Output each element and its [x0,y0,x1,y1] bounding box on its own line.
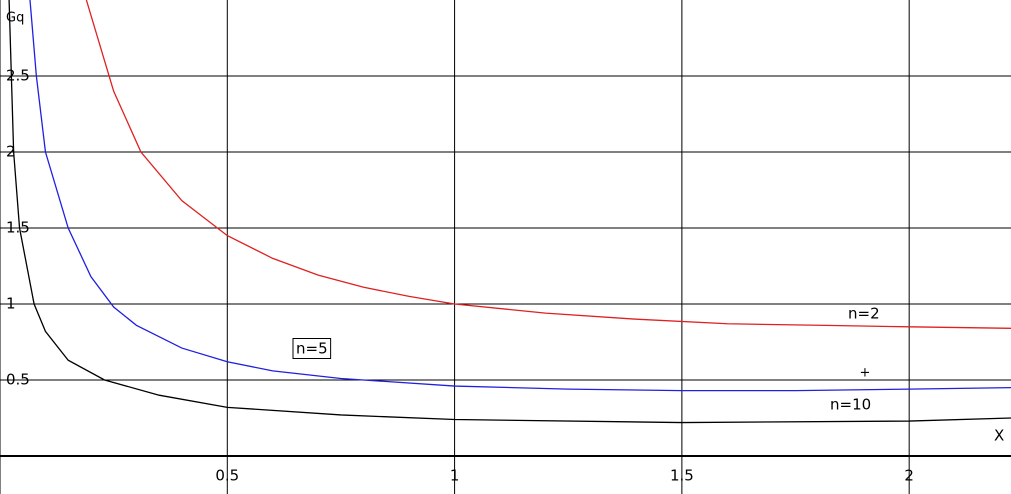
series-label: n=5 [296,340,328,358]
y-tick-label: 0.5 [6,371,30,389]
x-axis-label: X [994,427,1004,445]
y-tick-label: 2 [6,143,16,161]
x-tick-label: 2 [904,467,914,485]
curve [29,0,1011,392]
y-tick-label: 1 [6,295,16,313]
y-tick-label: 1.5 [6,219,30,237]
x-tick-label: 1 [450,467,460,485]
annotation: + [860,366,871,381]
y-axis-label: Gq [6,11,24,26]
x-tick-label: 1.5 [670,467,694,485]
series-label: n=2 [848,305,880,323]
curve [8,0,1011,424]
y-tick-label: 2.5 [6,67,30,85]
series-label: n=10 [830,396,871,414]
label-box [292,338,332,359]
x-tick-label: 0.5 [215,467,239,485]
curve [85,0,1011,329]
